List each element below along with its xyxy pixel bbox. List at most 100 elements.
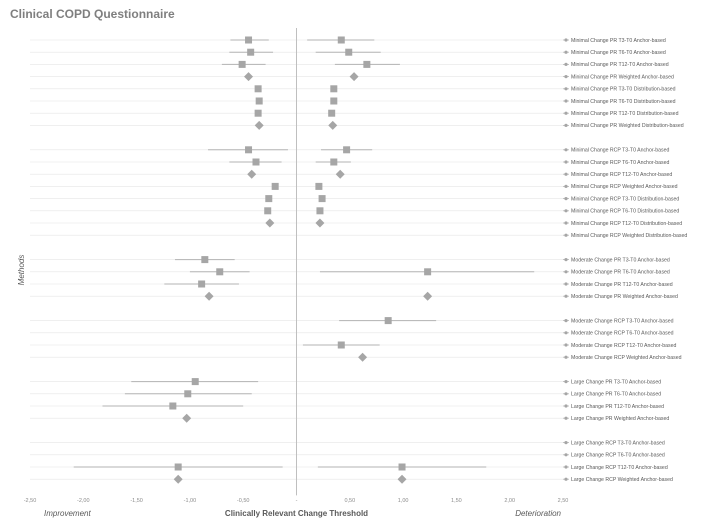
legend-swatch-dot [564, 87, 568, 91]
square-marker [201, 256, 209, 264]
square-marker [238, 60, 246, 68]
footer-threshold: Clinically Relevant Change Threshold [225, 509, 368, 518]
legend-swatch-dot [564, 392, 568, 396]
diamond-marker [423, 291, 433, 301]
legend-swatch-dot [564, 331, 568, 335]
footer-deterioration: Deterioration [515, 509, 561, 518]
x-tick-label: -2,50 [24, 498, 37, 504]
diamond-marker [265, 218, 275, 228]
legend-swatch-dot [564, 184, 568, 188]
legend-entry: Large Change RCP Weighted Anchor-based [571, 477, 673, 483]
square-marker [245, 146, 253, 154]
square-marker [343, 146, 351, 154]
diamond-marker [244, 72, 254, 82]
square-marker [363, 60, 371, 68]
legend-swatch-dot [564, 282, 568, 286]
x-tick-label: 0,50 [344, 498, 355, 504]
square-marker [330, 158, 338, 166]
diamond-marker [397, 474, 407, 484]
square-marker [254, 85, 262, 93]
legend-swatch-dot [564, 270, 568, 274]
square-marker [252, 158, 260, 166]
legend-swatch-dot [564, 209, 568, 213]
legend-entry: Minimal Change PR Weighted Anchor-based [571, 74, 674, 80]
x-tick-label: - [296, 498, 298, 504]
x-axis-ticks: -2,50 -2,00 -1,50 -1,00 -0,50-0,50 1,00 1,50 2,… [24, 498, 569, 504]
square-marker [255, 97, 263, 105]
square-marker [330, 97, 338, 105]
legend-entry: Minimal Change PR T12-T0 Distribution-ba… [571, 111, 679, 117]
legend-swatch-dot [564, 62, 568, 66]
legend-swatch-dot [564, 38, 568, 42]
legend-entry: Large Change PR Weighted Anchor-based [571, 416, 669, 422]
legend-entry: Minimal Change PR Weighted Distribution-… [571, 123, 684, 129]
legend-entry: Minimal Change RCP T3-T0 Anchor-based [571, 148, 670, 154]
legend-swatch-dot [564, 404, 568, 408]
legend-swatch-dot [564, 160, 568, 164]
square-marker [184, 390, 192, 398]
legend-entry: Large Change RCP T6-T0 Anchor-based [571, 453, 665, 459]
x-tick-label: -1,50 [130, 498, 143, 504]
square-marker [198, 280, 206, 288]
x-tick-label: 1,50 [451, 498, 462, 504]
diamond-marker [315, 218, 325, 228]
legend-entry: Large Change RCP T3-T0 Anchor-based [571, 440, 665, 446]
square-marker [254, 109, 262, 117]
legend-entry: Moderate Change RCP T12-T0 Anchor-based [571, 343, 676, 349]
chart-title: Clinical COPD Questionnaire [10, 7, 175, 21]
legend-swatch-dot [564, 453, 568, 457]
legend-entry: Minimal Change RCP T12-T0 Anchor-based [571, 172, 672, 178]
legend-entry: Moderate Change RCP Weighted Anchor-base… [571, 355, 682, 361]
legend-entry: Large Change RCP T12-T0 Anchor-based [571, 465, 668, 471]
legend-swatch-dot [564, 99, 568, 103]
legend-entry: Minimal Change RCP Weighted Anchor-based [571, 184, 678, 190]
legend-entry: Moderate Change PR T3-T0 Anchor-based [571, 257, 670, 263]
legend-entry: Large Change PR T6-T0 Anchor-based [571, 392, 661, 398]
legend-swatch-dot [564, 172, 568, 176]
x-tick-label: -0,50 [237, 498, 250, 504]
square-marker [174, 463, 182, 471]
square-marker [169, 402, 177, 410]
legend-swatch-dot [564, 441, 568, 445]
legend-swatch-dot [564, 477, 568, 481]
square-marker [337, 36, 345, 44]
diamond-marker [358, 352, 368, 362]
legend-entry: Minimal Change RCP T6-T0 Anchor-based [571, 160, 670, 166]
legend-entry: Minimal Change PR T12-T0 Anchor-based [571, 62, 669, 68]
y-axis-label: Methods [17, 255, 26, 286]
legend-swatch-dot [564, 343, 568, 347]
diamond-marker [349, 72, 359, 82]
legend-swatch-dot [564, 233, 568, 237]
diamond-marker [328, 120, 338, 130]
square-marker [315, 182, 323, 190]
x-tick-label: -1,00 [184, 498, 197, 504]
square-marker [398, 463, 406, 471]
square-marker [264, 207, 272, 215]
legend-entry: Large Change PR T3-T0 Anchor-based [571, 379, 661, 385]
row-labels: Minimal Change PR T3-T0 Anchor-based Mini… [563, 38, 687, 483]
legend-swatch-dot [564, 75, 568, 79]
x-tick-label: 2,00 [504, 498, 515, 504]
legend-swatch-dot [564, 319, 568, 323]
legend-swatch-dot [564, 355, 568, 359]
legend-entry: Minimal Change PR T6-T0 Distribution-bas… [571, 99, 676, 105]
legend-entry: Large Change PR T12-T0 Anchor-based [571, 404, 664, 410]
diamond-marker [247, 169, 257, 179]
diamond-marker [204, 291, 214, 301]
square-marker [328, 109, 336, 117]
legend-entry: Minimal Change RCP T12-T0 Distribution-b… [571, 221, 682, 227]
legend-entry: Moderate Change PR T6-T0 Anchor-based [571, 270, 670, 276]
square-marker [316, 207, 324, 215]
legend-swatch-dot [564, 294, 568, 298]
legend-entry: Moderate Change RCP T3-T0 Anchor-based [571, 318, 674, 324]
legend-entry: Moderate Change RCP T6-T0 Anchor-based [571, 331, 674, 337]
legend-swatch-dot [564, 197, 568, 201]
data-marks [73, 36, 535, 484]
legend-entry: Moderate Change PR T12-T0 Anchor-based [571, 282, 673, 288]
x-tick-label: 1,00 [398, 498, 409, 504]
square-marker [345, 48, 353, 56]
x-tick-label: -2,00 [77, 498, 90, 504]
square-marker [216, 268, 224, 276]
x-tick-label: 2,50 [558, 498, 569, 504]
